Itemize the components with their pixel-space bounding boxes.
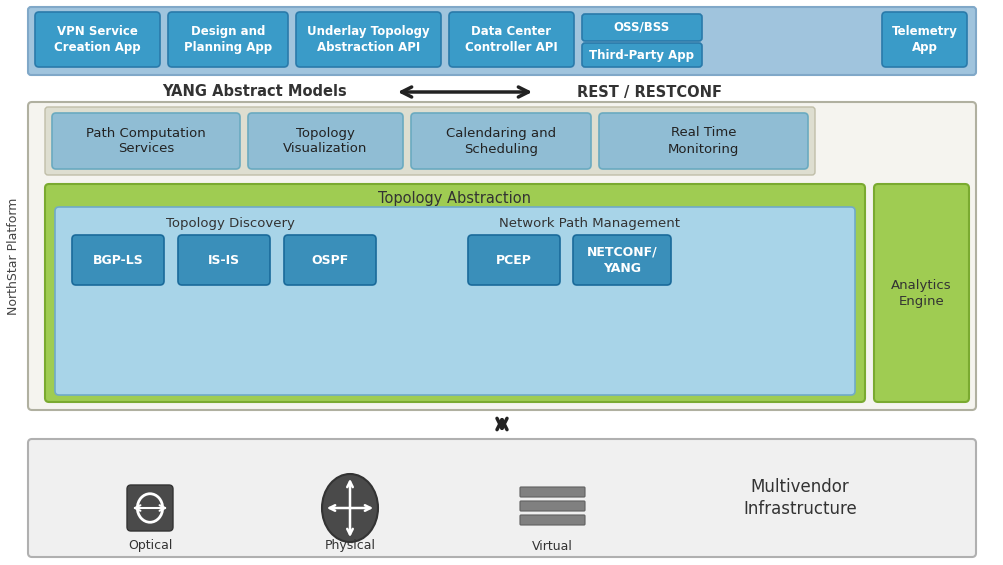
Text: Virtual: Virtual xyxy=(532,540,573,553)
FancyBboxPatch shape xyxy=(72,235,163,285)
Text: Underlay Topology
Abstraction API: Underlay Topology Abstraction API xyxy=(307,25,429,54)
Text: Network Path Management: Network Path Management xyxy=(499,216,680,229)
Text: Analytics
Engine: Analytics Engine xyxy=(891,279,951,307)
FancyBboxPatch shape xyxy=(45,184,865,402)
Text: REST / RESTCONF: REST / RESTCONF xyxy=(577,85,722,99)
FancyBboxPatch shape xyxy=(45,107,814,175)
Text: IS-IS: IS-IS xyxy=(208,254,240,267)
FancyBboxPatch shape xyxy=(55,207,855,395)
FancyBboxPatch shape xyxy=(248,113,402,169)
Text: OSS/BSS: OSS/BSS xyxy=(613,21,669,34)
FancyBboxPatch shape xyxy=(520,501,585,511)
FancyBboxPatch shape xyxy=(520,487,585,497)
FancyBboxPatch shape xyxy=(881,12,966,67)
FancyBboxPatch shape xyxy=(582,43,701,67)
Text: Optical: Optical xyxy=(127,540,173,553)
Text: NorthStar Platform: NorthStar Platform xyxy=(7,197,20,315)
FancyBboxPatch shape xyxy=(573,235,670,285)
Text: Physical: Physical xyxy=(324,540,375,553)
Text: OSPF: OSPF xyxy=(311,254,348,267)
Text: Path Computation
Services: Path Computation Services xyxy=(86,127,206,155)
FancyBboxPatch shape xyxy=(410,113,591,169)
FancyBboxPatch shape xyxy=(178,235,270,285)
Text: Real Time
Monitoring: Real Time Monitoring xyxy=(667,127,738,155)
Text: YANG Abstract Models: YANG Abstract Models xyxy=(162,85,347,99)
FancyBboxPatch shape xyxy=(874,184,968,402)
Text: Design and
Planning App: Design and Planning App xyxy=(184,25,272,54)
FancyBboxPatch shape xyxy=(28,439,975,557)
Text: Calendaring and
Scheduling: Calendaring and Scheduling xyxy=(445,127,556,155)
Text: Data Center
Controller API: Data Center Controller API xyxy=(464,25,558,54)
FancyBboxPatch shape xyxy=(599,113,807,169)
Text: VPN Service
Creation App: VPN Service Creation App xyxy=(54,25,140,54)
FancyBboxPatch shape xyxy=(582,14,701,41)
Ellipse shape xyxy=(322,474,377,542)
FancyBboxPatch shape xyxy=(28,7,975,75)
FancyBboxPatch shape xyxy=(126,485,173,531)
FancyBboxPatch shape xyxy=(168,12,288,67)
Text: PCEP: PCEP xyxy=(495,254,532,267)
Text: Third-Party App: Third-Party App xyxy=(589,49,694,62)
FancyBboxPatch shape xyxy=(35,12,159,67)
FancyBboxPatch shape xyxy=(520,515,585,525)
FancyBboxPatch shape xyxy=(448,12,574,67)
Text: Topology Discovery: Topology Discovery xyxy=(165,216,294,229)
FancyBboxPatch shape xyxy=(467,235,560,285)
FancyBboxPatch shape xyxy=(296,12,440,67)
Text: BGP-LS: BGP-LS xyxy=(92,254,143,267)
FancyBboxPatch shape xyxy=(284,235,376,285)
FancyBboxPatch shape xyxy=(52,113,240,169)
Text: Topology
Visualization: Topology Visualization xyxy=(283,127,367,155)
Text: Multivendor
Infrastructure: Multivendor Infrastructure xyxy=(742,478,856,518)
FancyBboxPatch shape xyxy=(28,102,975,410)
Text: Topology Abstraction: Topology Abstraction xyxy=(378,192,531,206)
Text: NETCONF/
YANG: NETCONF/ YANG xyxy=(586,246,657,275)
Text: Telemetry
App: Telemetry App xyxy=(891,25,957,54)
